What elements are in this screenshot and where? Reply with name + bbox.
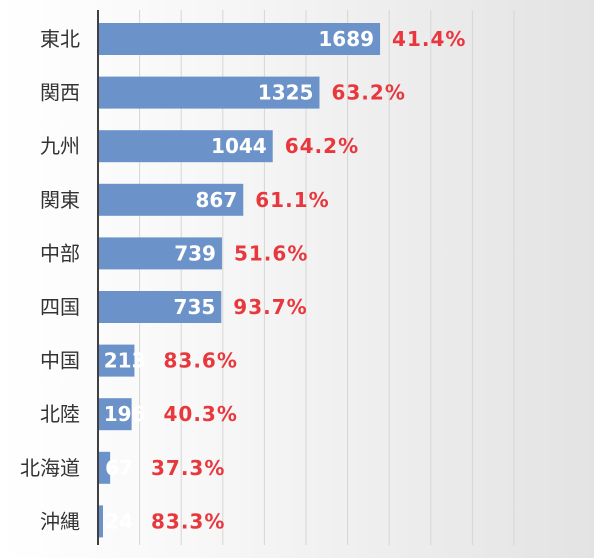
bar — [99, 505, 103, 538]
value-label: 1689 — [318, 27, 374, 51]
value-label: 24 — [105, 509, 133, 533]
bar — [99, 237, 222, 270]
value-label: 213 — [104, 349, 146, 373]
percent-label: 51.6% — [234, 241, 308, 265]
percent-label: 61.1% — [255, 188, 329, 212]
category-label: 関西 — [40, 81, 80, 105]
category-label: 北陸 — [40, 402, 80, 426]
category-label: 関東 — [40, 188, 80, 212]
value-label: 1044 — [211, 134, 267, 158]
value-label: 1325 — [258, 81, 314, 105]
category-label: 東北 — [40, 27, 80, 51]
value-label: 196 — [104, 402, 146, 426]
value-label: 735 — [174, 295, 216, 319]
category-label: 中部 — [40, 241, 80, 265]
category-label: 北海道 — [20, 456, 80, 480]
bars — [99, 23, 381, 538]
percent-label: 41.4% — [392, 27, 466, 51]
percent-label: 83.6% — [164, 349, 238, 373]
bar — [99, 344, 135, 377]
bar — [99, 23, 381, 55]
bar — [99, 451, 111, 484]
percent-label: 83.3% — [151, 509, 225, 533]
value-label: 67 — [105, 456, 133, 480]
category-label: 九州 — [40, 134, 80, 158]
value-label: 739 — [174, 241, 216, 265]
category-label: 四国 — [40, 295, 80, 319]
value-label: 867 — [196, 188, 238, 212]
bar — [99, 291, 222, 323]
percent-label: 37.3% — [151, 456, 225, 480]
bar — [99, 183, 244, 216]
percent-label: 93.7% — [233, 295, 307, 319]
bar — [99, 130, 273, 163]
percent-label: 40.3% — [164, 402, 238, 426]
percent-label: 64.2% — [285, 134, 359, 158]
category-label: 中国 — [40, 349, 80, 373]
bar — [99, 76, 320, 109]
bar — [99, 398, 132, 431]
category-label: 沖縄 — [40, 509, 80, 533]
labels: 東北 1689 41.4% 関西 1325 63.2% 九州 1044 64.2% 関東 867 61… — [20, 27, 466, 533]
percent-label: 63.2% — [331, 81, 405, 105]
